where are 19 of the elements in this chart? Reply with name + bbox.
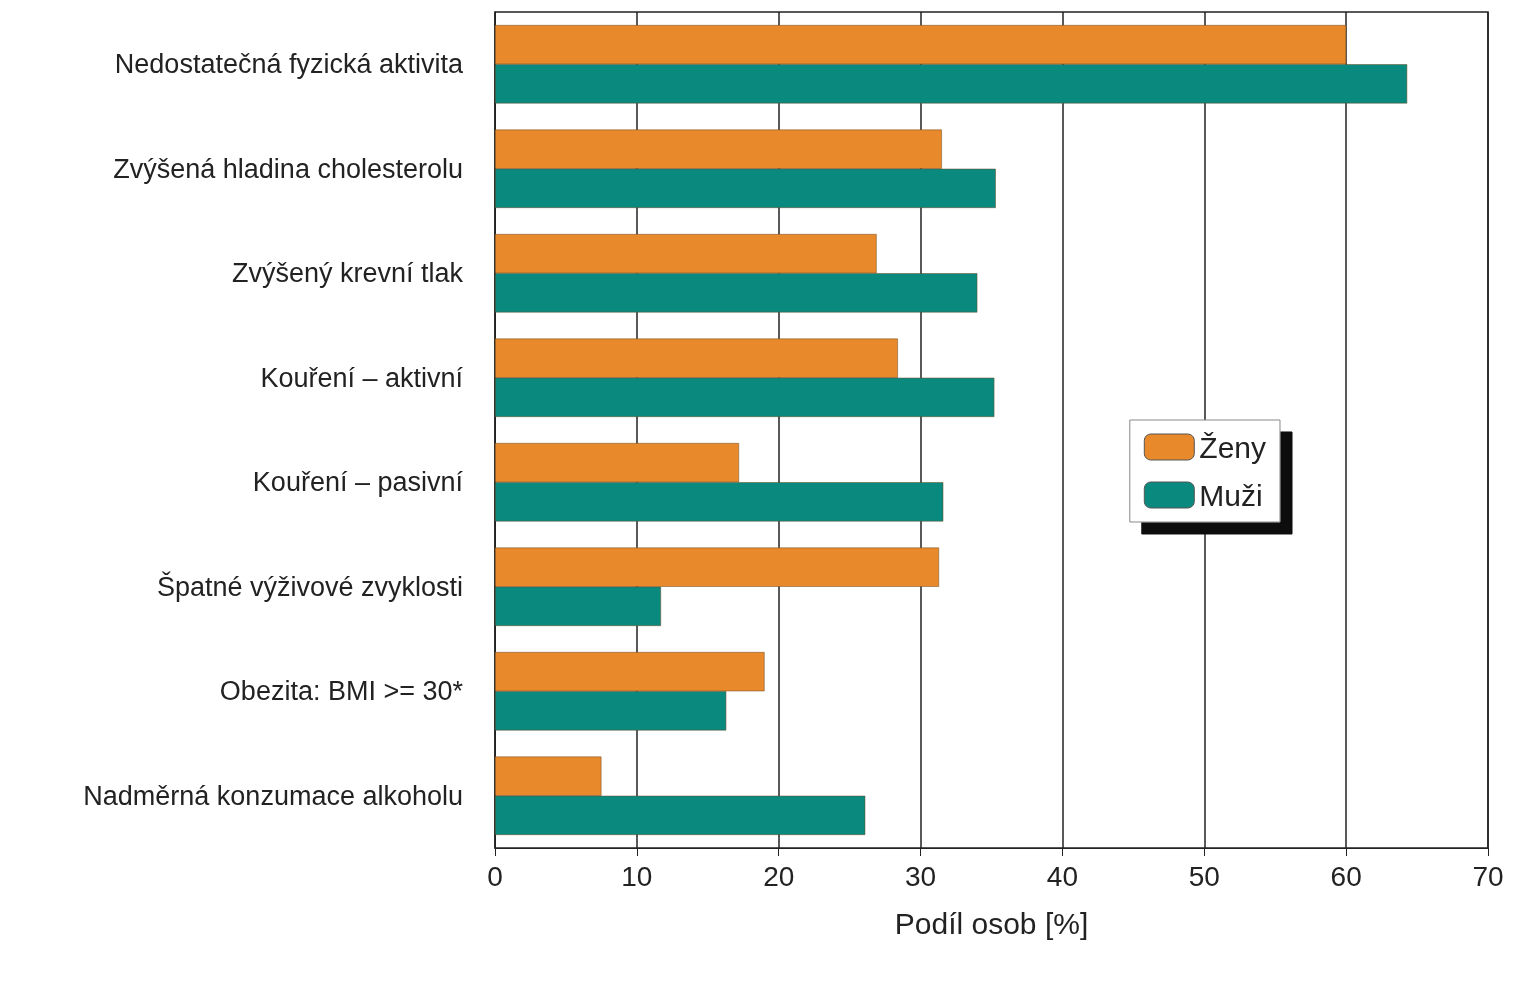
y-tick-label: Zvýšená hladina cholesterolu: [113, 153, 463, 184]
legend-label: Ženy: [1199, 430, 1267, 464]
x-tick-label: 50: [1188, 860, 1220, 892]
x-tick-label: 0: [487, 860, 503, 892]
x-tick-label: 60: [1330, 860, 1362, 892]
legend-label: Muži: [1199, 478, 1263, 512]
y-tick-label: Kouření – aktivní: [260, 362, 464, 393]
y-tick-label: Kouření – pasivní: [252, 467, 464, 498]
y-tick-label: Špatné výživové zvyklosti: [156, 570, 463, 602]
y-tick-label: Nedostatečná fyzická aktivita: [114, 49, 464, 80]
x-tick-label: 70: [1472, 860, 1504, 892]
x-tick-label: 30: [904, 860, 937, 892]
x-axis-title: Podíl osob [%]: [894, 906, 1089, 940]
y-tick-label: Nadměrná konzumace alkoholu: [83, 780, 463, 811]
y-tick-label: Zvýšený krevní tlak: [231, 258, 464, 289]
x-tick-label: 10: [621, 860, 653, 892]
x-tick-label: 40: [1046, 860, 1079, 892]
y-tick-label: Obezita: BMI >= 30*: [219, 676, 464, 707]
x-tick-label: 20: [763, 860, 795, 892]
